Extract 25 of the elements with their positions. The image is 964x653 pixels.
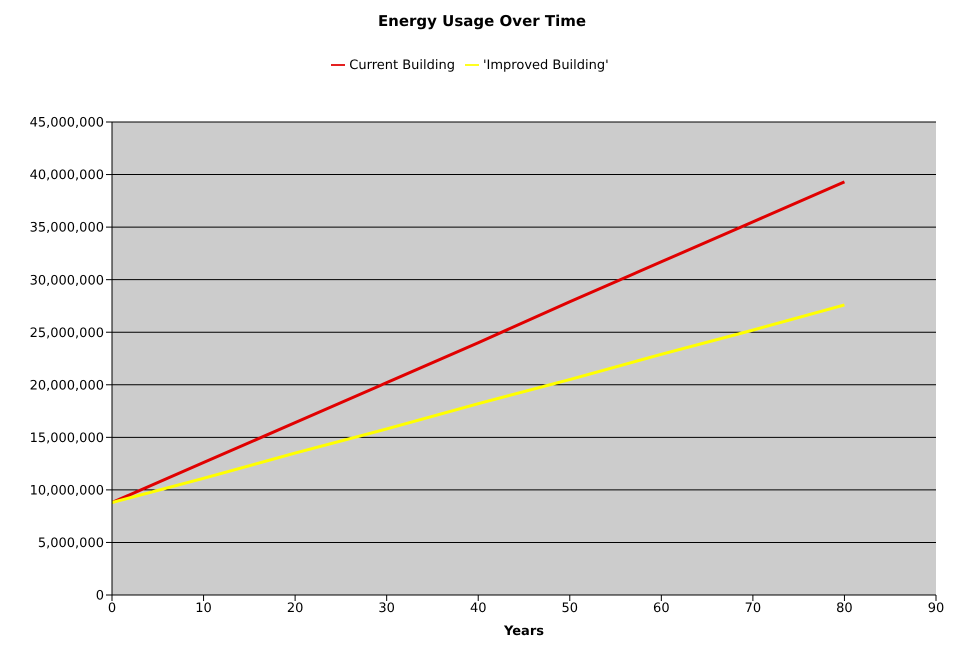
y-tick-label: 20,000,000 <box>30 378 104 394</box>
y-tick-label: 5,000,000 <box>38 536 104 552</box>
y-tick-label: 25,000,000 <box>30 326 104 341</box>
chart-title: Energy Usage Over Time <box>376 12 588 30</box>
y-tick-label: 15,000,000 <box>30 430 104 446</box>
x-tick-label: 90 <box>928 601 944 616</box>
y-tick-label: 40,000,000 <box>30 168 104 184</box>
y-tick-label: 35,000,000 <box>30 220 104 236</box>
x-axis-title: Years <box>503 624 544 639</box>
legend-label: 'Improved Building' <box>482 58 609 73</box>
x-tick-label: 60 <box>653 601 670 616</box>
y-tick-label: 0 <box>96 588 104 604</box>
x-tick-label: 10 <box>195 601 212 616</box>
x-tick-label: 20 <box>286 601 304 616</box>
x-tick-label: 80 <box>836 601 853 616</box>
x-tick-label: 70 <box>744 601 762 616</box>
x-tick-label: 30 <box>378 601 395 616</box>
x-tick-label: 40 <box>470 601 486 616</box>
line-series <box>112 303 846 504</box>
y-tick-label: 45,000,000 <box>30 116 104 131</box>
x-tick-label: 0 <box>108 601 116 616</box>
x-tick-label: 50 <box>562 601 578 616</box>
y-tick-label: 30,000,000 <box>30 273 104 288</box>
legend-label: Current Building <box>349 58 455 73</box>
y-tick-label: 10,000,000 <box>30 484 104 499</box>
